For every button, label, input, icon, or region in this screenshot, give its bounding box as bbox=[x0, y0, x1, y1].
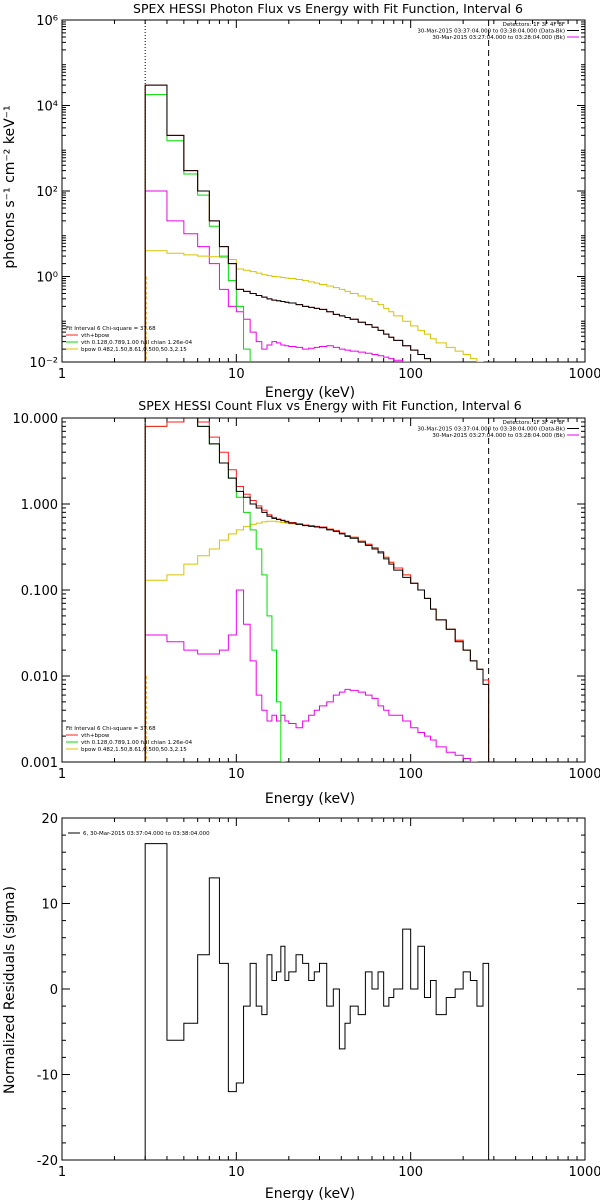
photon-flux-xlabel: Energy (keV) bbox=[265, 385, 355, 401]
photon-flux-series-data bbox=[144, 84, 490, 362]
count-flux-ytick-label: 1.000 bbox=[21, 498, 58, 513]
count-flux-xtick-label: 100 bbox=[398, 767, 423, 782]
count-flux-legend-tr-text: 30-Mar-2015 03:27:04.000 to 03:28:04.000… bbox=[432, 433, 565, 439]
residuals-ytick-label: -20 bbox=[37, 1154, 58, 1169]
count-flux-xtick-label: 10 bbox=[228, 767, 245, 782]
count-flux-series-vth bbox=[144, 418, 490, 762]
count-flux-xtick-label: 1000 bbox=[568, 767, 600, 782]
photon-flux-panel: SPEX HESSI Photon Flux vs Energy with Fi… bbox=[2, 1, 600, 401]
count-flux-title: SPEX HESSI Count Flux vs Energy with Fit… bbox=[138, 398, 521, 413]
photon-flux-legend-bl-text: vth+bpow bbox=[81, 333, 110, 339]
count-flux-legend-tr-text: 30-Mar-2015 03:37:04.000 to 03:38:04.000… bbox=[417, 427, 565, 433]
count-flux-legend-bl-text: vth 0.128,0.789,1.00 full chian 1.26e-04 bbox=[81, 740, 193, 746]
photon-flux-ytick-label: 10⁰ bbox=[36, 271, 58, 286]
count-flux-xlabel: Energy (keV) bbox=[265, 791, 355, 807]
residuals-ytick-label: 10 bbox=[41, 898, 58, 913]
residuals-xlabel: Energy (keV) bbox=[265, 1186, 355, 1200]
photon-flux-xtick-label: 1000 bbox=[568, 367, 600, 382]
photon-flux-ytick-label: 10⁻² bbox=[29, 356, 58, 371]
count-flux-ytick-label: 0.100 bbox=[21, 584, 58, 599]
count-flux-series-background bbox=[144, 589, 490, 762]
count-flux-legend-bl-text: Fit Interval 6 Chi-square = 37.68 bbox=[66, 726, 156, 732]
photon-flux-ytick-label: 10² bbox=[36, 185, 58, 200]
count-flux-legend-tr-text: Detectors: 1F 3F 4F 8F bbox=[503, 420, 565, 426]
photon-flux-legend-tr-text: Detectors: 1F 3F 4F 8F bbox=[503, 22, 565, 28]
photon-flux-ytick-label: 10⁶ bbox=[36, 14, 58, 29]
residuals-series-data bbox=[144, 843, 490, 1160]
photon-flux-plot-frame bbox=[61, 19, 586, 363]
photon-flux-ytick-label: 10⁴ bbox=[36, 100, 58, 115]
residuals-plot-frame bbox=[61, 817, 586, 1161]
photon-flux-series-bpow bbox=[144, 250, 490, 362]
photon-flux-legend-tr-text: 30-Mar-2015 03:27:04.000 to 03:28:04.000… bbox=[432, 35, 565, 41]
count-flux-xtick-label: 1 bbox=[58, 767, 66, 782]
photon-flux-series-background bbox=[144, 190, 490, 362]
residuals-ytick-label: 20 bbox=[41, 812, 58, 827]
count-flux-plot-frame bbox=[61, 417, 586, 763]
count-flux-ytick-label: 0.010 bbox=[21, 670, 58, 685]
residuals-ylabel: Normalized Residuals (sigma) bbox=[2, 886, 18, 1094]
photon-flux-series-total bbox=[144, 84, 490, 362]
residuals-panel: Normalized Residuals (sigma) Energy (keV… bbox=[2, 812, 600, 1200]
count-flux-legend-bl-text: bpow 0.482,1.50,8.61,0.500,50.3,2.15 bbox=[81, 747, 187, 753]
count-flux-panel: SPEX HESSI Count Flux vs Energy with Fit… bbox=[13, 398, 600, 807]
photon-flux-ylabel: photons s⁻¹ cm⁻² keV⁻¹ bbox=[2, 105, 18, 268]
residuals-xtick-label: 100 bbox=[398, 1165, 423, 1180]
photon-flux-legend-bl-text: Fit Interval 6 Chi-square = 37.68 bbox=[66, 326, 156, 332]
count-flux-series-data bbox=[144, 418, 490, 762]
residuals-xtick-label: 10 bbox=[228, 1165, 245, 1180]
photon-flux-xtick-label: 100 bbox=[398, 367, 423, 382]
residuals-xtick-label: 1 bbox=[58, 1165, 66, 1180]
residuals-legend-tl-text: 6, 30-Mar-2015 03:37:04.000 to 03:38:04.… bbox=[83, 831, 210, 837]
photon-flux-xtick-label: 1 bbox=[58, 367, 66, 382]
residuals-ytick-label: 0 bbox=[50, 983, 58, 998]
photon-flux-series-vth bbox=[144, 94, 490, 362]
residuals-ytick-label: -10 bbox=[37, 1069, 58, 1084]
count-flux-series-bpow bbox=[144, 520, 490, 762]
photon-flux-title: SPEX HESSI Photon Flux vs Energy with Fi… bbox=[133, 1, 523, 16]
photon-flux-legend-tr-text: 30-Mar-2015 03:37:04.000 to 03:38:04.000… bbox=[417, 29, 565, 35]
photon-flux-xtick-label: 10 bbox=[228, 367, 245, 382]
count-flux-ytick-label: 10.000 bbox=[13, 412, 59, 427]
count-flux-ytick-label: 0.001 bbox=[21, 756, 58, 771]
photon-flux-legend-bl-text: bpow 0.482,1.50,8.61,0.500,50.3,2.15 bbox=[81, 347, 187, 353]
residuals-xtick-label: 1000 bbox=[568, 1165, 600, 1180]
count-flux-legend-bl-text: vth+bpow bbox=[81, 733, 110, 739]
photon-flux-legend-bl-text: vth 0.128,0.789,1.00 full chian 1.26e-04 bbox=[81, 340, 193, 346]
